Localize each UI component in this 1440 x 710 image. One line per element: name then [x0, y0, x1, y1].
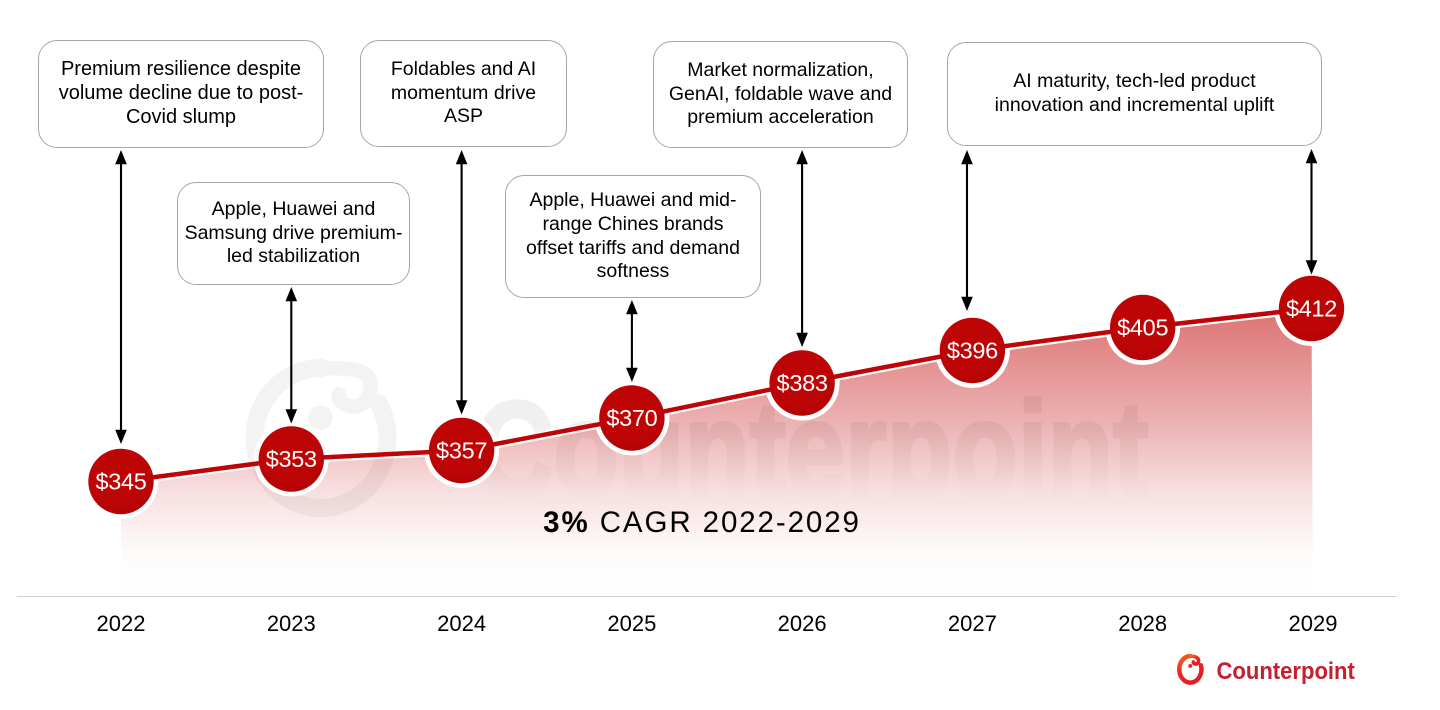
svg-text:$353: $353: [266, 446, 317, 472]
svg-text:$396: $396: [947, 338, 998, 364]
svg-text:Counterpoint: Counterpoint: [1217, 657, 1356, 684]
svg-text:$383: $383: [777, 370, 828, 396]
svg-text:$405: $405: [1117, 315, 1168, 341]
svg-text:$357: $357: [436, 438, 487, 464]
svg-text:$345: $345: [95, 469, 146, 495]
svg-text:$370: $370: [606, 405, 657, 431]
svg-text:$412: $412: [1286, 296, 1337, 322]
